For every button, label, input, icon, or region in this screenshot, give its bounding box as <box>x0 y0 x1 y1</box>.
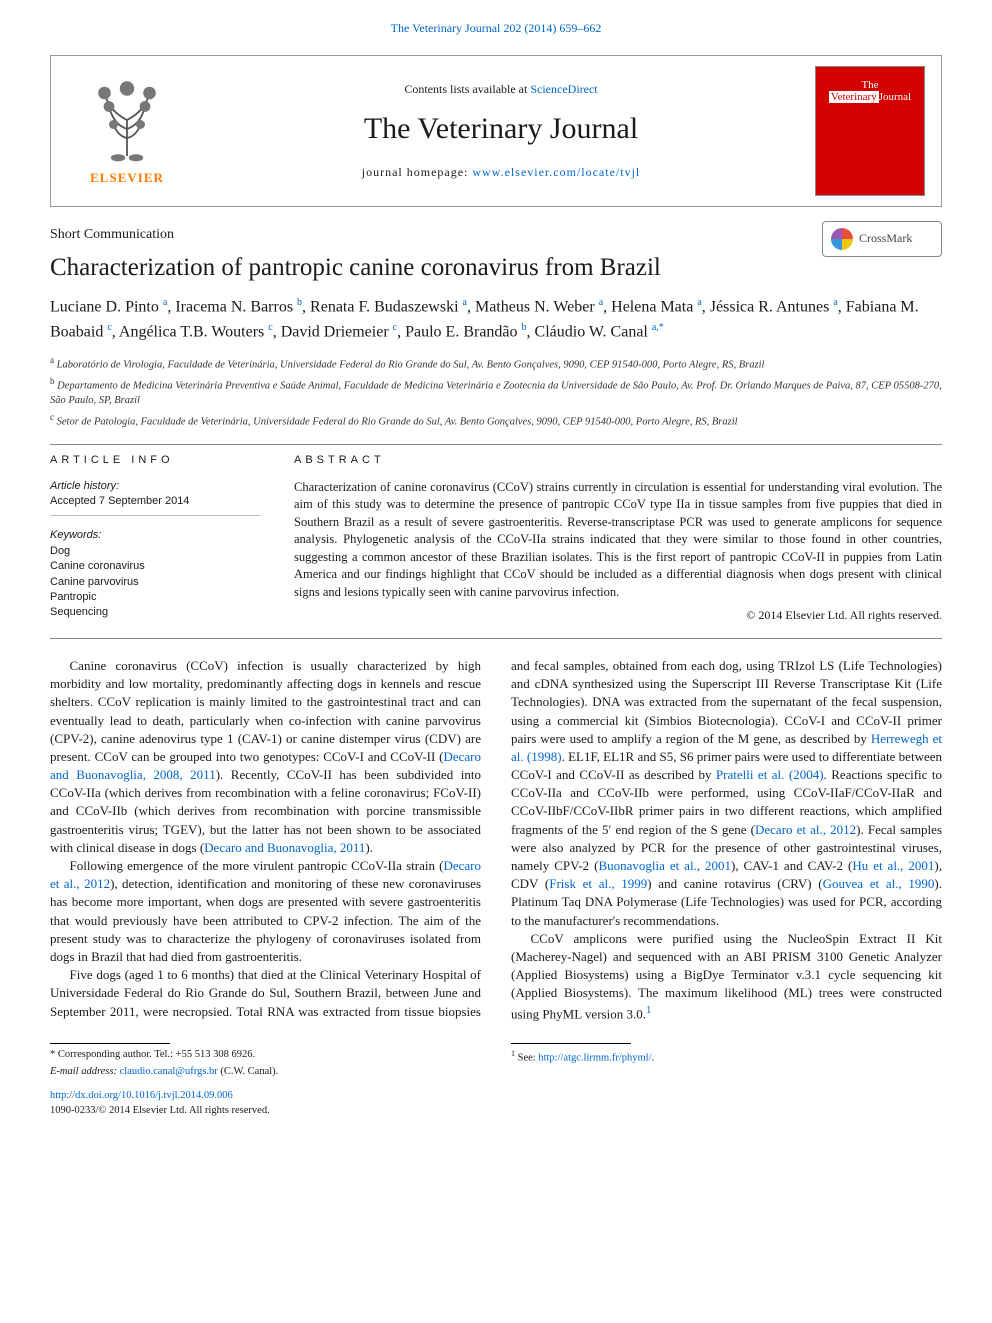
contents-prefix: Contents lists available at <box>404 82 530 96</box>
footnote-prefix: See: <box>515 1053 538 1064</box>
footnote-ref[interactable]: 1 <box>646 1004 651 1016</box>
footnote-suffix: . <box>651 1053 654 1064</box>
body-para: Following emergence of the more virulent… <box>50 857 481 966</box>
history-label: Article history: <box>50 479 260 494</box>
article-history: Article history: Accepted 7 September 20… <box>50 479 260 517</box>
affiliations: a Laboratório de Virologia, Faculdade de… <box>50 354 942 430</box>
keyword: Canine coronavirus <box>50 559 260 574</box>
abstract-head: ABSTRACT <box>294 453 942 468</box>
header-citation-link[interactable]: The Veterinary Journal 202 (2014) 659–66… <box>391 21 602 35</box>
keywords-block: Keywords: Dog Canine coronavirus Canine … <box>50 528 260 620</box>
body-text: Canine coronavirus (CCoV) infection is u… <box>50 657 942 1023</box>
t: Canine coronavirus (CCoV) infection is u… <box>50 658 481 764</box>
journal-name: The Veterinary Journal <box>187 108 815 150</box>
elsevier-tree-icon <box>82 75 172 165</box>
masthead-center: Contents lists available at ScienceDirec… <box>187 81 815 181</box>
footnote-1: 1 See: http://atgc.lirmm.fr/phyml/. <box>511 1048 942 1066</box>
keyword: Dog <box>50 544 260 559</box>
affiliation-b-text: Departamento de Medicina Veterinária Pre… <box>50 381 942 407</box>
homepage-label: journal homepage: <box>362 165 473 179</box>
crossmark-icon <box>831 228 853 250</box>
abstract-text: Characterization of canine coronavirus (… <box>294 479 942 602</box>
citation-link[interactable]: Decaro et al., 2012 <box>755 822 856 837</box>
issn-copyright: 1090-0233/© 2014 Elsevier Ltd. All right… <box>50 1105 270 1116</box>
crossmark-badge[interactable]: CrossMark <box>822 221 942 257</box>
doi-block: http://dx.doi.org/10.1016/j.tvjl.2014.09… <box>50 1089 481 1118</box>
publisher-logo-block: ELSEVIER <box>67 75 187 187</box>
abstract-col: ABSTRACT Characterization of canine coro… <box>294 453 942 624</box>
homepage-url[interactable]: www.elsevier.com/locate/tvjl <box>472 165 640 179</box>
crossmark-label: CrossMark <box>859 230 912 247</box>
sciencedirect-link[interactable]: ScienceDirect <box>530 82 597 96</box>
footnote-rule <box>50 1043 170 1044</box>
footnotes-left: * Corresponding author. Tel.: +55 513 30… <box>50 1023 481 1119</box>
history-value: Accepted 7 September 2014 <box>50 495 189 507</box>
citation-link[interactable]: Gouvea et al., 1990 <box>823 876 935 891</box>
keyword: Sequencing <box>50 605 260 620</box>
cover-line3: Journal <box>879 91 911 103</box>
citation-link[interactable]: Decaro and Buonavoglia, 2011 <box>204 840 365 855</box>
journal-cover-thumb: The VeterinaryJournal <box>815 66 925 196</box>
affiliation-b: b Departamento de Medicina Veterinária P… <box>50 375 942 409</box>
article-header: CrossMark Short Communication Characteri… <box>50 225 942 286</box>
article-title: Characterization of pantropic canine cor… <box>50 250 942 285</box>
email-suffix: (C.W. Canal). <box>218 1066 279 1077</box>
corresponding-author: * Corresponding author. Tel.: +55 513 30… <box>50 1048 481 1063</box>
divider <box>50 444 942 445</box>
publisher-wordmark: ELSEVIER <box>90 169 164 187</box>
cover-title: The VeterinaryJournal <box>822 79 918 103</box>
keyword: Pantropic <box>50 590 260 605</box>
email-label: E-mail address: <box>50 1066 120 1077</box>
footnotes-right: 1 See: http://atgc.lirmm.fr/phyml/. <box>511 1023 942 1119</box>
t: ). <box>365 840 373 855</box>
footnote-link[interactable]: http://atgc.lirmm.fr/phyml/ <box>538 1053 651 1064</box>
affiliation-a-text: Laboratório de Virologia, Faculdade de V… <box>57 360 765 371</box>
author-list: Luciane D. Pinto a, Iracema N. Barros b,… <box>50 295 942 344</box>
corresponding-email: E-mail address: claudio.canal@ufrgs.br (… <box>50 1065 481 1080</box>
t: ), detection, identification and monitor… <box>50 876 481 964</box>
journal-masthead: ELSEVIER Contents lists available at Sci… <box>50 55 942 207</box>
citation-link[interactable]: Hu et al., 2001 <box>852 858 934 873</box>
citation-link[interactable]: Pratelli et al. (2004) <box>716 767 824 782</box>
footnotes: * Corresponding author. Tel.: +55 513 30… <box>50 1023 942 1119</box>
footnote-rule <box>511 1043 631 1044</box>
mini-divider <box>50 515 260 516</box>
affiliation-c-text: Setor de Patologia, Faculdade de Veterin… <box>57 417 738 428</box>
citation-link[interactable]: Frisk et al., 1999 <box>549 876 647 891</box>
t: ), CAV-1 and CAV-2 ( <box>731 858 852 873</box>
body-para: CCoV amplicons were purified using the N… <box>511 930 942 1023</box>
cover-line2: Veterinary <box>829 91 879 103</box>
header-citation: The Veterinary Journal 202 (2014) 659–66… <box>50 20 942 37</box>
doi-link[interactable]: http://dx.doi.org/10.1016/j.tvjl.2014.09… <box>50 1090 233 1101</box>
keywords-label: Keywords: <box>50 528 260 543</box>
cover-line1: The <box>861 79 878 91</box>
email-link[interactable]: claudio.canal@ufrgs.br <box>120 1066 218 1077</box>
keyword: Canine parvovirus <box>50 575 260 590</box>
info-abstract-row: ARTICLE INFO Article history: Accepted 7… <box>50 453 942 639</box>
contents-line: Contents lists available at ScienceDirec… <box>187 81 815 98</box>
body-para: Canine coronavirus (CCoV) infection is u… <box>50 657 481 857</box>
affiliation-a: a Laboratório de Virologia, Faculdade de… <box>50 354 942 373</box>
affiliation-c: c Setor de Patologia, Faculdade de Veter… <box>50 411 942 430</box>
article-info-col: ARTICLE INFO Article history: Accepted 7… <box>50 453 260 624</box>
journal-homepage: journal homepage: www.elsevier.com/locat… <box>187 164 815 181</box>
citation-link[interactable]: Buonavoglia et al., 2001 <box>598 858 731 873</box>
t: ) and canine rotavirus (CRV) ( <box>647 876 822 891</box>
abstract-copyright: © 2014 Elsevier Ltd. All rights reserved… <box>294 607 942 624</box>
article-info-head: ARTICLE INFO <box>50 453 260 468</box>
t: Following emergence of the more virulent… <box>70 858 444 873</box>
article-type: Short Communication <box>50 225 942 245</box>
t: CCoV amplicons were purified using the N… <box>511 931 942 1021</box>
